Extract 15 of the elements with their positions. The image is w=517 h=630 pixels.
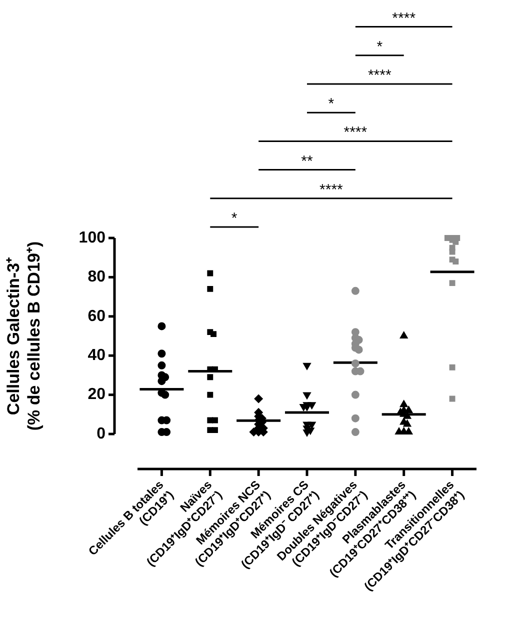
y-tick-label: 100	[78, 229, 106, 246]
text: ****	[344, 124, 368, 142]
y-tick-label: 80	[88, 268, 106, 286]
text: ****	[368, 67, 392, 84]
text: *	[328, 96, 334, 113]
y-tick-label: 0	[96, 425, 106, 442]
y-tick-label: 60	[88, 308, 106, 325]
y-tick-label: 20	[88, 386, 106, 404]
text: *	[231, 210, 238, 227]
y-tick-label: 40	[88, 347, 106, 364]
text: **	[301, 152, 313, 170]
text: ****	[392, 10, 416, 27]
y-axis-title: Cellules Galectin-3⁺ (% de cellules B CD19⁺)	[4, 241, 44, 431]
text: ****	[320, 181, 344, 198]
text: *	[376, 38, 383, 56]
